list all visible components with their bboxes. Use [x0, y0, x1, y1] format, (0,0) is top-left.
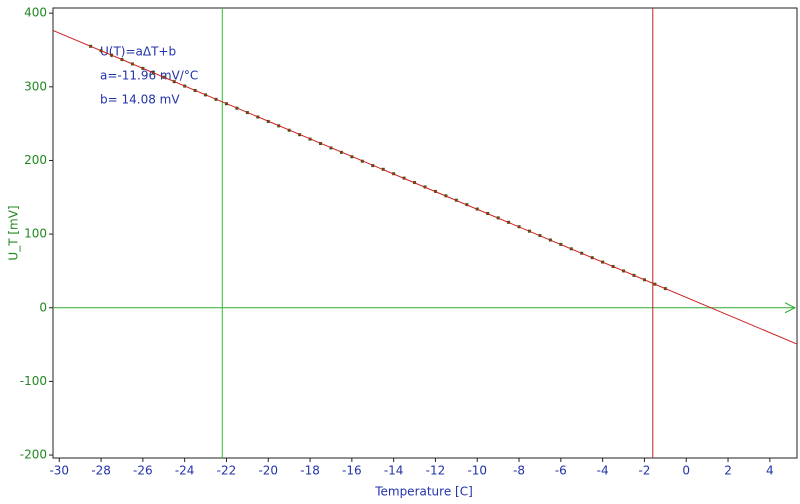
x-tick-label: 0 [682, 464, 690, 478]
fit-line [52, 30, 798, 345]
x-tick-label: -14 [384, 464, 404, 478]
x-tick-label: -12 [426, 464, 446, 478]
y-tick-label: -200 [20, 448, 47, 462]
x-tick-label: -6 [555, 464, 567, 478]
y-tick-label: 400 [24, 6, 47, 20]
x-tick-label: 2 [724, 464, 732, 478]
x-tick-label: -10 [467, 464, 487, 478]
zero-line-arrow [784, 302, 797, 314]
annotation: b= 14.08 mV [100, 93, 180, 107]
x-tick-label: -18 [300, 464, 320, 478]
x-tick-label: -2 [638, 464, 650, 478]
y-tick-label: 100 [24, 227, 47, 241]
x-tick-label: 4 [766, 464, 774, 478]
annotation: U(T)=aΔT+b [100, 45, 176, 59]
y-tick-label: 0 [39, 300, 47, 314]
x-tick-label: -24 [175, 464, 195, 478]
y-axis-label: U_T [mV] [7, 205, 21, 260]
x-tick-label: -28 [91, 464, 111, 478]
annotation: a=-11.96 mV/°C [100, 69, 198, 83]
x-tick-label: -8 [513, 464, 525, 478]
x-axis-label: Temperature [C] [374, 485, 473, 499]
y-tick-label: -100 [20, 374, 47, 388]
x-tick-label: -26 [133, 464, 153, 478]
x-tick-label: -4 [597, 464, 609, 478]
x-tick-label: -20 [258, 464, 278, 478]
y-tick-label: 200 [24, 153, 47, 167]
y-tick-label: 300 [24, 79, 47, 93]
plot-frame [52, 7, 798, 459]
x-tick-label: -30 [49, 464, 69, 478]
x-tick-label: -22 [217, 464, 237, 478]
x-tick-label: -16 [342, 464, 362, 478]
